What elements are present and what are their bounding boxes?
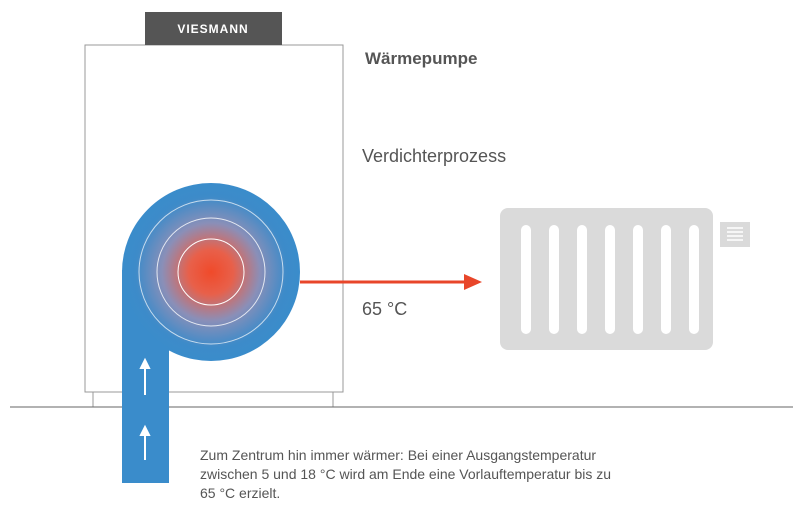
caption-line: Zum Zentrum hin immer wärmer: Bei einer …	[200, 447, 596, 463]
process-label: Verdichterprozess	[362, 146, 506, 166]
title: Wärmepumpe	[365, 49, 477, 68]
thermostat	[720, 222, 750, 247]
arrow-head	[464, 274, 482, 290]
compressor-circle	[122, 183, 300, 361]
caption-line: 65 °C erzielt.	[200, 485, 280, 501]
temperature-label: 65 °C	[362, 299, 407, 319]
diagram: VIESMANN Wärmepumpe Verdichterprozess 65…	[0, 0, 793, 505]
brand-logo: VIESMANN	[177, 22, 248, 36]
caption-line: zwischen 5 und 18 °C wird am Ende eine V…	[200, 466, 611, 482]
